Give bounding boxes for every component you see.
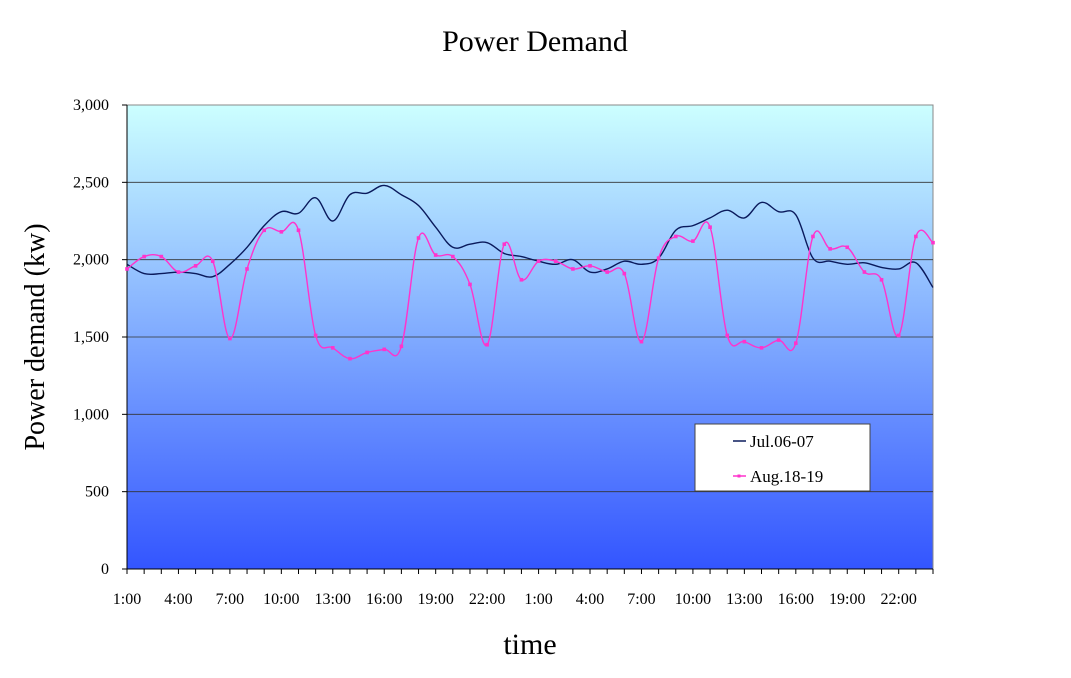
x-tick-label: 22:00 — [469, 591, 505, 608]
legend: Jul.06-07 Aug.18-19 — [694, 423, 871, 492]
data-point — [468, 282, 472, 287]
data-point — [896, 333, 901, 338]
data-point — [296, 228, 301, 233]
x-tick-label: 4:00 — [164, 591, 192, 608]
y-tick-label: 0 — [101, 561, 109, 578]
x-tick-label: 10:00 — [675, 591, 711, 608]
data-point — [210, 259, 215, 264]
x-tick-label: 19:00 — [417, 591, 453, 608]
data-point — [399, 344, 404, 349]
y-tick-label: 3,000 — [73, 97, 109, 114]
y-tick-label: 2,000 — [73, 252, 109, 269]
data-point — [245, 267, 249, 271]
data-point — [382, 347, 387, 352]
y-tick-label: 1,000 — [73, 406, 109, 423]
data-point — [519, 277, 524, 282]
legend-label-jul: Jul.06-07 — [750, 432, 814, 451]
data-point — [794, 341, 798, 345]
chart-title: Power Demand — [442, 25, 628, 58]
data-point — [759, 346, 764, 350]
series-line-0 — [126, 184, 934, 288]
data-point — [571, 267, 575, 271]
data-point — [845, 245, 850, 250]
data-point — [828, 247, 832, 251]
data-point — [931, 240, 935, 245]
gridlines — [127, 181, 933, 493]
data-point — [588, 264, 592, 268]
y-axis-title: Power demand (kw) — [20, 223, 51, 450]
data-point — [228, 336, 232, 341]
data-point — [536, 259, 541, 264]
data-point — [262, 228, 266, 233]
data-point — [742, 339, 747, 344]
data-point — [279, 230, 284, 234]
data-point — [725, 333, 730, 338]
x-tick-label: 7:00 — [627, 591, 655, 608]
x-tick-label: 16:00 — [366, 591, 402, 608]
x-axis-title: time — [503, 628, 556, 661]
x-tick-label: 16:00 — [778, 591, 814, 608]
data-point — [862, 270, 867, 274]
data-point — [691, 239, 695, 243]
x-tick-label: 13:00 — [726, 591, 762, 608]
data-point — [656, 256, 661, 260]
data-point — [330, 346, 335, 350]
data-point — [622, 271, 627, 276]
data-point — [879, 277, 884, 282]
legend-label-aug: Aug.18-19 — [750, 467, 823, 486]
data-point — [673, 234, 678, 239]
x-tick-label: 19:00 — [829, 591, 865, 608]
data-point — [811, 234, 815, 239]
data-point — [433, 253, 438, 257]
data-point — [416, 236, 421, 240]
data-point — [914, 234, 918, 239]
data-point — [451, 254, 455, 259]
data-point — [553, 259, 558, 264]
x-tick-label: 22:00 — [880, 591, 916, 608]
data-point — [142, 254, 146, 259]
data-point — [193, 264, 198, 268]
data-point — [639, 339, 644, 344]
data-point — [348, 356, 352, 361]
data-point — [365, 350, 369, 355]
legend-marker-aug — [737, 474, 741, 478]
series-layer — [125, 184, 935, 361]
x-tick-label: 10:00 — [263, 591, 299, 608]
data-point — [708, 225, 712, 229]
data-point — [776, 338, 781, 342]
x-axis-ticks: 1:00 4:00 7:00 10:00 13:00 16:00 19:00 22:00 1:0… — [113, 568, 934, 608]
x-tick-label: 7:00 — [216, 591, 244, 608]
y-tick-label: 2,500 — [73, 174, 109, 191]
data-point — [485, 342, 489, 347]
y-tick-label: 500 — [85, 484, 109, 501]
data-point — [159, 254, 164, 259]
x-tick-label: 13:00 — [315, 591, 351, 608]
data-point — [176, 270, 181, 274]
x-tick-label: 4:00 — [576, 591, 604, 608]
x-tick-label: 1:00 — [524, 591, 552, 608]
data-point — [125, 267, 129, 271]
data-point — [313, 333, 318, 338]
data-point — [605, 270, 609, 274]
y-axis-ticks: 0 500 1,000 1,500 2,000 2,500 3,000 — [73, 97, 128, 578]
y-tick-label: 1,500 — [73, 329, 109, 346]
legend-box — [694, 423, 871, 492]
x-tick-label: 1:00 — [113, 591, 141, 608]
data-point — [502, 242, 507, 246]
